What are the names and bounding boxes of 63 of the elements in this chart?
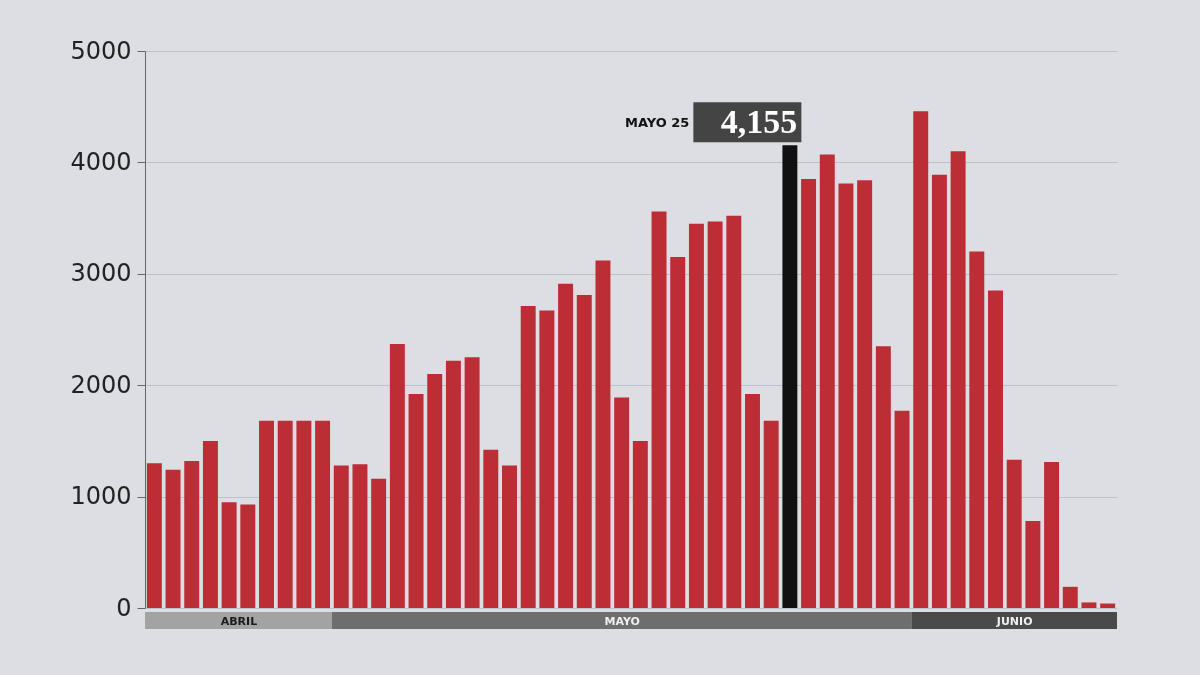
bar xyxy=(520,306,536,608)
bar xyxy=(221,502,237,608)
bar xyxy=(819,154,835,608)
bar xyxy=(950,151,966,608)
bar xyxy=(1081,602,1097,608)
bar xyxy=(1062,586,1078,608)
bar xyxy=(614,397,630,608)
bar xyxy=(838,183,854,608)
bar xyxy=(296,420,312,608)
bar xyxy=(782,145,798,608)
y-tick-label: 4000 xyxy=(70,147,132,176)
x-tick-label: MAYO xyxy=(604,614,640,628)
bar xyxy=(913,111,929,608)
x-tick-label: JUNIO xyxy=(995,614,1033,628)
bar xyxy=(315,420,331,608)
bar xyxy=(988,290,1003,608)
bar xyxy=(408,394,424,608)
annotation: MAYO 25 xyxy=(624,115,690,131)
bar xyxy=(259,420,274,608)
bar xyxy=(165,469,181,608)
bar xyxy=(894,410,910,608)
x-tick-label: ABRIL xyxy=(220,614,258,628)
bar xyxy=(745,394,760,608)
bar xyxy=(539,310,555,608)
bar xyxy=(352,464,368,608)
bar xyxy=(240,504,256,608)
bar xyxy=(857,180,873,608)
bar xyxy=(707,221,723,608)
bar xyxy=(1025,521,1041,608)
bar xyxy=(801,179,817,608)
data-label: 4,155 xyxy=(720,103,798,141)
y-tick-label: 1000 xyxy=(70,482,132,511)
bar xyxy=(464,357,480,608)
bar xyxy=(576,294,592,608)
bar xyxy=(502,465,517,608)
bar xyxy=(146,463,162,608)
bar xyxy=(632,440,648,608)
bar xyxy=(688,223,704,608)
bar xyxy=(1006,459,1022,608)
bar xyxy=(483,449,499,608)
bar xyxy=(670,257,686,608)
y-tick-label: 5000 xyxy=(70,36,132,65)
bar xyxy=(427,374,443,608)
bar xyxy=(202,440,218,608)
bar xyxy=(651,211,667,608)
bar xyxy=(969,251,985,608)
bar xyxy=(763,420,779,608)
bar xyxy=(726,215,742,608)
bar xyxy=(277,420,293,608)
bar xyxy=(1044,462,1060,608)
bar xyxy=(389,343,405,608)
bar xyxy=(445,360,461,608)
bar xyxy=(371,478,387,608)
y-tick-label: 2000 xyxy=(70,370,132,399)
bar xyxy=(184,460,200,608)
bar xyxy=(558,283,574,608)
y-tick-label: 3000 xyxy=(70,259,132,288)
y-tick-label: 0 xyxy=(116,593,132,622)
bar xyxy=(1100,603,1116,608)
bar xyxy=(333,465,349,608)
bar xyxy=(595,260,611,608)
bar xyxy=(875,346,891,608)
bar xyxy=(931,174,947,608)
